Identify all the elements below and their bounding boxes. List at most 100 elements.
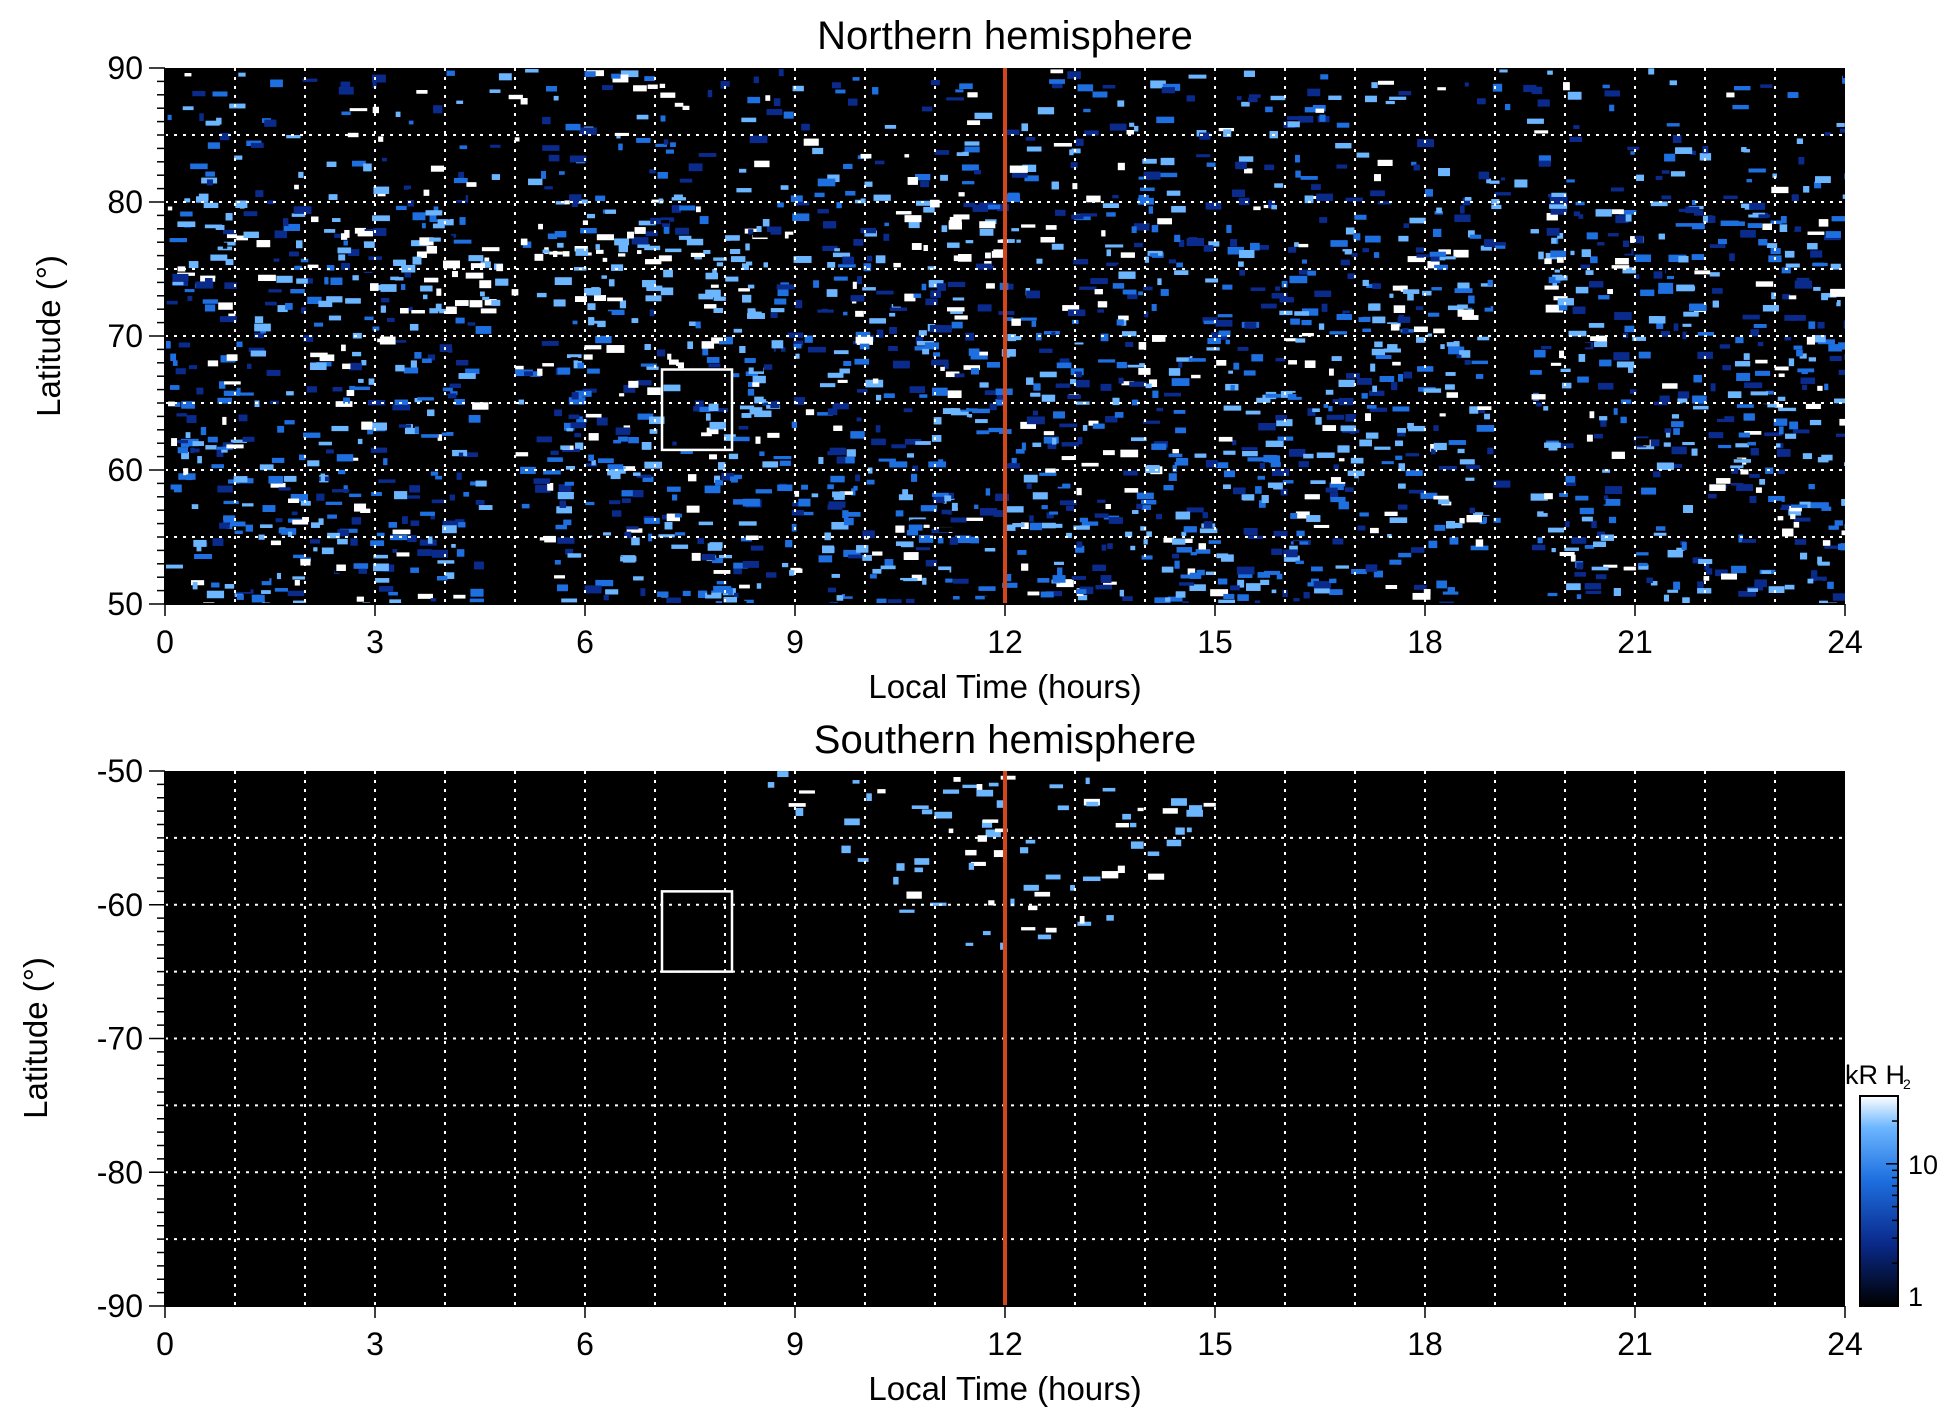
emission-cell: [1433, 228, 1442, 237]
emission-cell: [813, 280, 819, 288]
emission-cell: [390, 276, 400, 281]
emission-cell: [1336, 164, 1348, 169]
emission-cell: [1337, 445, 1350, 453]
emission-cell: [1438, 168, 1451, 177]
emission-cell: [614, 238, 630, 246]
emission-cell: [794, 490, 800, 497]
emission-cell: [584, 71, 596, 77]
emission-cell: [562, 251, 570, 257]
emission-cell: [287, 531, 293, 537]
emission-cell: [1346, 373, 1360, 379]
emission-cell: [480, 261, 491, 268]
emission-cell: [1045, 591, 1062, 597]
emission-cell: [1559, 492, 1568, 497]
emission-cell: [984, 390, 996, 395]
emission-cell: [354, 227, 371, 234]
emission-cell: [204, 304, 216, 312]
emission-cell: [1716, 416, 1735, 423]
emission-cell: [974, 112, 993, 119]
emission-cell: [364, 316, 374, 321]
emission-cell: [1843, 462, 1845, 467]
emission-cell: [388, 591, 398, 596]
emission-cell: [1514, 179, 1528, 188]
emission-cell: [1106, 249, 1111, 257]
emission-cell: [402, 516, 408, 524]
emission-cell: [1828, 297, 1837, 303]
emission-cell: [1675, 147, 1693, 154]
emission-cell: [1431, 287, 1442, 291]
emission-cell: [1243, 528, 1255, 535]
emission-cell: [983, 459, 1001, 463]
emission-cell: [1578, 354, 1586, 362]
emission-cell: [1154, 597, 1171, 604]
emission-cell: [960, 402, 967, 410]
emission-cell: [832, 252, 851, 258]
emission-cell: [804, 335, 813, 343]
emission-cell: [1005, 194, 1020, 202]
north-emission-layer: [165, 68, 1845, 604]
emission-cell: [801, 123, 810, 131]
emission-cell: [833, 350, 849, 355]
emission-cell: [614, 132, 629, 136]
emission-cell: [1827, 581, 1834, 589]
emission-cell: [373, 563, 389, 572]
emission-cell: [1359, 439, 1373, 447]
emission-cell: [1143, 420, 1160, 424]
emission-cell: [1162, 428, 1167, 435]
emission-cell: [763, 399, 769, 403]
emission-cell: [1494, 244, 1506, 249]
emission-cell: [835, 89, 846, 94]
emission-cell: [1238, 197, 1250, 206]
emission-cell: [1775, 500, 1782, 508]
emission-cell: [326, 161, 337, 167]
emission-cell: [292, 576, 306, 580]
emission-cell: [862, 530, 875, 539]
emission-cell: [664, 522, 673, 530]
emission-cell: [430, 165, 445, 172]
emission-cell: [620, 70, 639, 78]
emission-cell: [863, 263, 872, 272]
emission-cell: [566, 428, 573, 432]
emission-cell: [1598, 149, 1615, 155]
emission-cell: [1160, 172, 1178, 178]
emission-cell: [466, 182, 477, 187]
emission-cell: [1011, 318, 1021, 326]
emission-cell: [1237, 261, 1244, 267]
emission-cell: [931, 435, 942, 442]
emission-cell: [1479, 407, 1485, 414]
emission-cell: [1156, 513, 1162, 520]
emission-cell: [739, 346, 746, 353]
emission-cell: [753, 76, 759, 84]
emission-cell: [390, 333, 408, 341]
emission-cell: [361, 360, 367, 366]
emission-cell: [1338, 458, 1345, 462]
emission-cell: [1844, 524, 1845, 529]
emission-cell: [1808, 483, 1815, 490]
emission-cell: [1307, 408, 1316, 416]
emission-cell: [800, 562, 808, 569]
emission-cell: [1841, 499, 1845, 506]
emission-cell: [713, 585, 732, 594]
emission-cell: [1588, 323, 1605, 328]
emission-cell: [1027, 591, 1040, 596]
emission-cell: [763, 364, 773, 370]
emission-cell: [303, 335, 314, 342]
emission-cell: [429, 308, 439, 314]
emission-cell: [1205, 202, 1222, 210]
emission-cell: [535, 484, 551, 493]
emission-cell: [1544, 442, 1561, 448]
emission-cell: [1499, 69, 1508, 73]
emission-cell: [1375, 355, 1392, 359]
emission-cell: [1312, 195, 1318, 199]
emission-cell: [636, 380, 652, 386]
emission-cell: [1138, 195, 1149, 203]
emission-cell: [302, 78, 318, 82]
emission-cell: [1550, 362, 1562, 366]
emission-cell: [789, 570, 795, 576]
colorbar-label-subscript: 2: [1903, 1076, 1911, 1092]
emission-cell: [313, 547, 318, 552]
emission-cell: [708, 363, 721, 368]
emission-cell: [337, 247, 352, 254]
emission-cell: [1223, 129, 1232, 137]
emission-cell: [1041, 505, 1048, 510]
